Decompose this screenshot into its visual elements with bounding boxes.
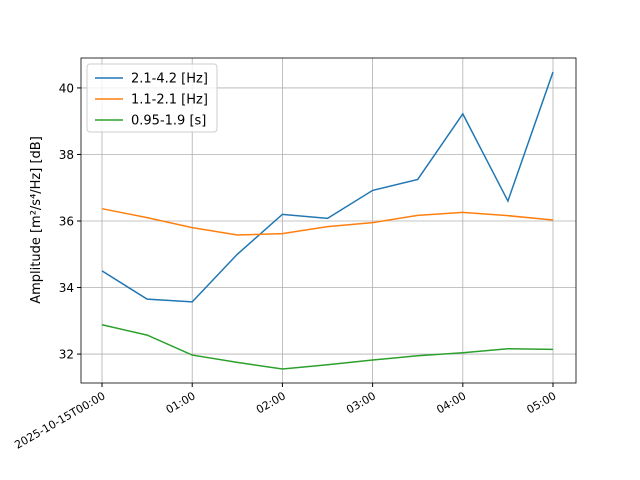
y-tick-label: 38 xyxy=(59,148,74,162)
y-tick-label: 40 xyxy=(59,81,74,95)
x-tick-label: 02:00 xyxy=(254,389,288,416)
y-tick-label: 32 xyxy=(59,348,74,362)
legend-box xyxy=(86,63,218,133)
y-axis-label: Amplitude [m²/s⁴/Hz] [dB] xyxy=(29,136,44,304)
series-line xyxy=(101,71,554,303)
x-tick-label: 01:00 xyxy=(164,389,198,416)
legend-label: 1.1-2.1 [Hz] xyxy=(131,93,208,108)
plot-frame xyxy=(80,57,577,384)
legend-label: 2.1-4.2 [Hz] xyxy=(131,72,208,87)
y-tick-label: 34 xyxy=(59,281,74,295)
x-tick-label: 2025-10-15T00:00 xyxy=(12,389,107,451)
x-tick-label: 04:00 xyxy=(434,389,468,416)
series-line xyxy=(101,207,554,236)
series-line xyxy=(101,324,554,370)
y-tick-label: 36 xyxy=(59,214,74,228)
x-tick-label: 03:00 xyxy=(344,389,378,416)
x-tick-label: 05:00 xyxy=(525,389,559,416)
legend-label: 0.95-1.9 [s] xyxy=(131,114,206,129)
